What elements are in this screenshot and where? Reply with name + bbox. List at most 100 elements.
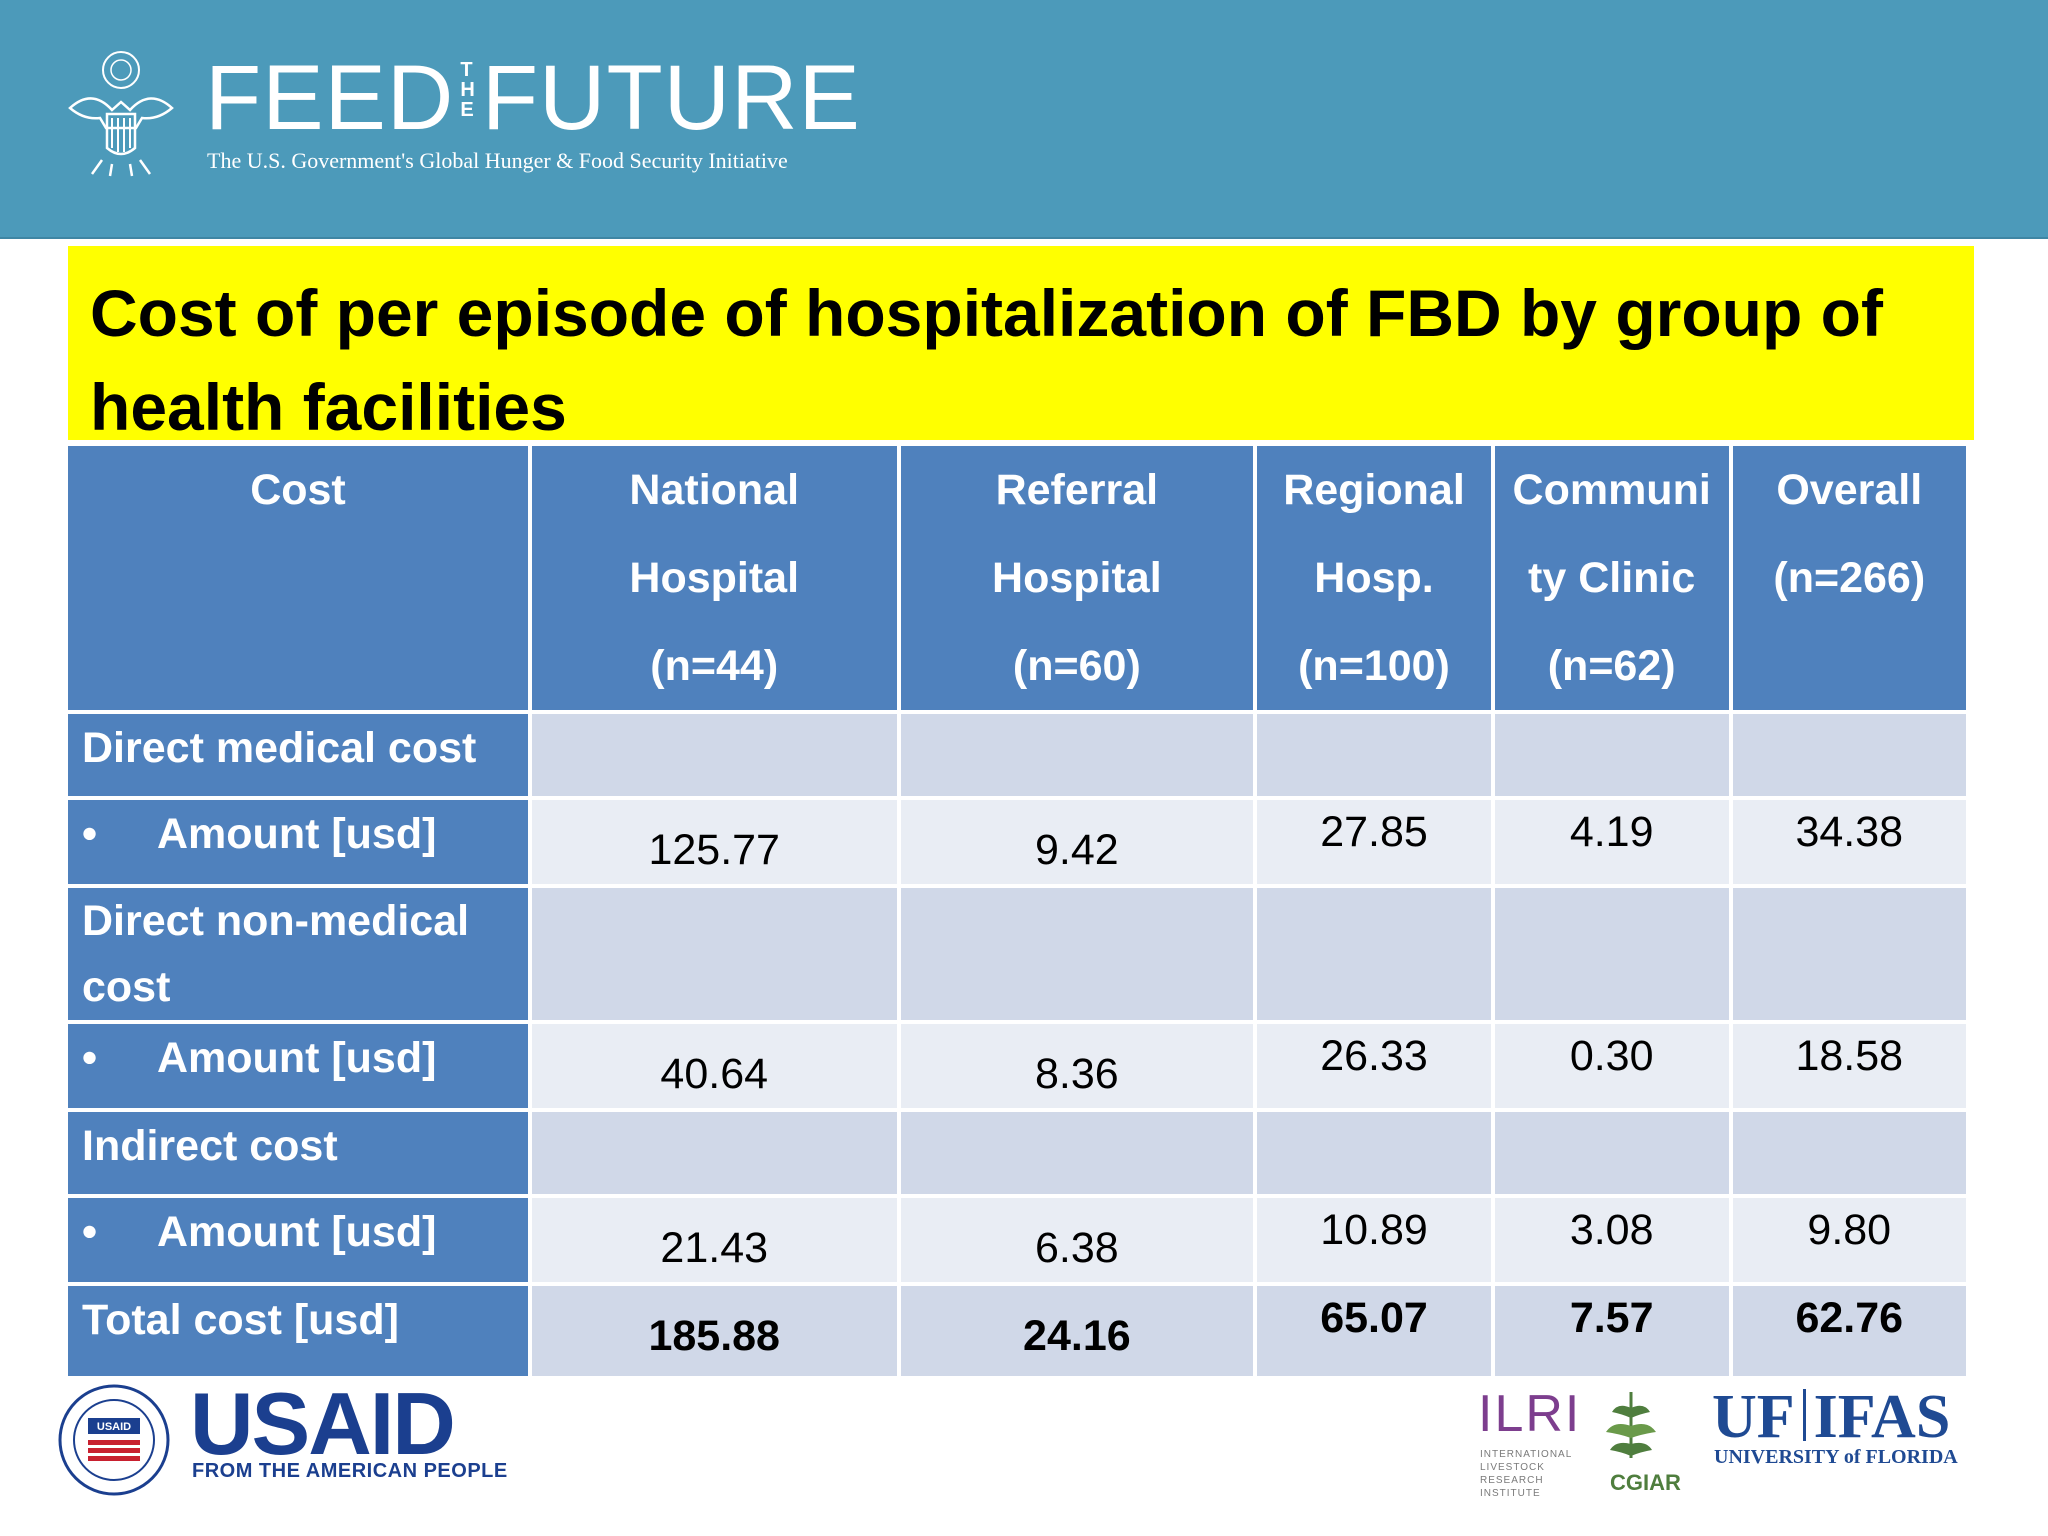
table-row: • Amount [usd] 125.77 9.42 27.85 4.19 34.…: [68, 800, 1966, 884]
row-label: • Amount [usd]: [68, 800, 528, 884]
header-line: Hospital: [992, 554, 1162, 602]
header-line: Communi: [1512, 466, 1711, 514]
title-box: Cost of per episode of hospitalization o…: [68, 246, 1974, 444]
table-row: • Amount [usd] 40.64 8.36 26.33 0.30 18.5…: [68, 1024, 1966, 1108]
header-overall: Overall (n=266): [1732, 446, 1966, 710]
table-cell: [531, 1112, 897, 1194]
usaid-seal-icon: USAID: [58, 1384, 170, 1496]
table-cell: 7.57: [1494, 1286, 1729, 1376]
logo-the: T H E: [460, 60, 475, 120]
logo-the-t: T: [460, 59, 474, 81]
table-cell: 10.89: [1257, 1198, 1491, 1282]
table-cell: 18.58: [1732, 1024, 1966, 1108]
cgiar-logo-text: CGIAR: [1610, 1470, 1681, 1495]
table-cell: [531, 888, 897, 1020]
header-community-clinic: Communi ty Clinic (n=62): [1494, 446, 1729, 710]
header-line: Overall: [1776, 466, 1923, 514]
table-cell: 3.08: [1494, 1198, 1729, 1282]
ilri-logo: ILRI: [1478, 1385, 1582, 1443]
header-line: Hospital: [629, 554, 800, 602]
table-cell: 27.85: [1257, 800, 1491, 884]
table-cell: 24.16: [900, 1286, 1254, 1376]
table-cell: [1494, 888, 1729, 1020]
header-line: Referral: [995, 466, 1159, 514]
header-line: Hosp.: [1314, 554, 1434, 602]
table-cell: 65.07: [1257, 1286, 1491, 1376]
row-label-text: Amount [usd]: [157, 810, 437, 858]
header-referral-hospital: Referral Hospital (n=60): [900, 446, 1254, 710]
logo-feed: FEED: [205, 47, 455, 149]
ilri-subtitle: INTERNATIONAL LIVESTOCK RESEARCH INSTITU…: [1480, 1449, 1572, 1499]
table-cell: [900, 888, 1254, 1020]
usaid-word: USAID: [190, 1374, 456, 1473]
slide-title: Cost of per episode of hospitalization o…: [90, 276, 1883, 444]
table-cell: [900, 714, 1254, 796]
usaid-logo-text: USAID: [190, 1380, 456, 1468]
table-cell: 125.77: [531, 800, 897, 884]
header-line: (n=62): [1547, 642, 1676, 690]
feed-the-future-logo: FEED T H E FUTURE: [205, 52, 861, 144]
table-cell: 62.76: [1732, 1286, 1966, 1376]
table-cell: 8.36: [900, 1024, 1254, 1108]
table-cell: [1257, 1112, 1491, 1194]
row-label-text: Amount [usd]: [157, 1034, 437, 1082]
table-cell: [1257, 714, 1491, 796]
row-label: Direct non-medical cost: [68, 888, 528, 1020]
header-line: Regional: [1283, 466, 1465, 514]
table-cell: 4.19: [1494, 800, 1729, 884]
table-header-row: Cost National Hospital (n=44) Referral H…: [68, 446, 1966, 710]
table-cell: [1257, 888, 1491, 1020]
header-national-hospital: National Hospital (n=44): [531, 446, 897, 710]
table-cell: 40.64: [531, 1024, 897, 1108]
uf-subtitle: UNIVERSITY of FLORIDA: [1714, 1446, 1958, 1468]
usaid-seal-text: USAID: [97, 1421, 131, 1433]
row-label: Indirect cost: [68, 1112, 528, 1194]
row-label-text: Amount [usd]: [157, 1208, 437, 1256]
header-line: (n=44): [650, 642, 779, 690]
table-cell: 9.80: [1732, 1198, 1966, 1282]
table-cell: [1494, 1112, 1729, 1194]
row-label: • Amount [usd]: [68, 1024, 528, 1108]
table-row: • Amount [usd] 21.43 6.38 10.89 3.08 9.80: [68, 1198, 1966, 1282]
header-line: Cost: [250, 466, 346, 514]
logo-the-h: H: [460, 79, 476, 101]
table-row: Indirect cost: [68, 1112, 1966, 1194]
table-row: Direct non-medical cost: [68, 888, 1966, 1020]
table-cell: 26.33: [1257, 1024, 1491, 1108]
row-label: Total cost [usd]: [68, 1286, 528, 1376]
cgiar-wheat-icon: [1606, 1392, 1656, 1458]
header-line: (n=100): [1298, 642, 1450, 690]
table-cell: 34.38: [1732, 800, 1966, 884]
bullet: •: [82, 810, 98, 858]
table-cell: 21.43: [531, 1198, 897, 1282]
bullet: •: [82, 1034, 98, 1082]
row-label: Direct medical cost: [68, 714, 528, 796]
ifas-text: IFAS: [1813, 1383, 1951, 1451]
table-cell: [1494, 714, 1729, 796]
header-line: (n=266): [1773, 554, 1926, 602]
usaid-tagline: FROM THE AMERICAN PEOPLE: [192, 1460, 508, 1482]
table-cell: 185.88: [531, 1286, 897, 1376]
logo-subtitle: The U.S. Government's Global Hunger & Fo…: [207, 148, 788, 173]
table-cell: [1732, 888, 1966, 1020]
header-line: National: [629, 466, 800, 514]
great-seal-icon: [68, 51, 174, 177]
table-cell: [900, 1112, 1254, 1194]
table-row-total: Total cost [usd] 185.88 24.16 65.07 7.57…: [68, 1286, 1966, 1376]
row-label: • Amount [usd]: [68, 1198, 528, 1282]
cost-table: Cost National Hospital (n=44) Referral H…: [64, 442, 1970, 1380]
logo-divider: [1802, 1389, 1806, 1441]
uf-text: UF: [1712, 1383, 1795, 1451]
table-cell: 9.42: [900, 800, 1254, 884]
logo-future: FUTURE: [481, 47, 861, 149]
header-line: ty Clinic: [1528, 554, 1696, 602]
table-cell: [1732, 1112, 1966, 1194]
header-cost: Cost: [68, 446, 528, 710]
logo-the-e: E: [460, 99, 475, 121]
header-banner: FEED T H E FUTURE The U.S. Government's …: [0, 0, 2048, 239]
table-cell: 0.30: [1494, 1024, 1729, 1108]
table-cell: [1732, 714, 1966, 796]
table-row: Direct medical cost: [68, 714, 1966, 796]
header-regional-hosp: Regional Hosp. (n=100): [1257, 446, 1491, 710]
header-line: (n=60): [1012, 642, 1141, 690]
